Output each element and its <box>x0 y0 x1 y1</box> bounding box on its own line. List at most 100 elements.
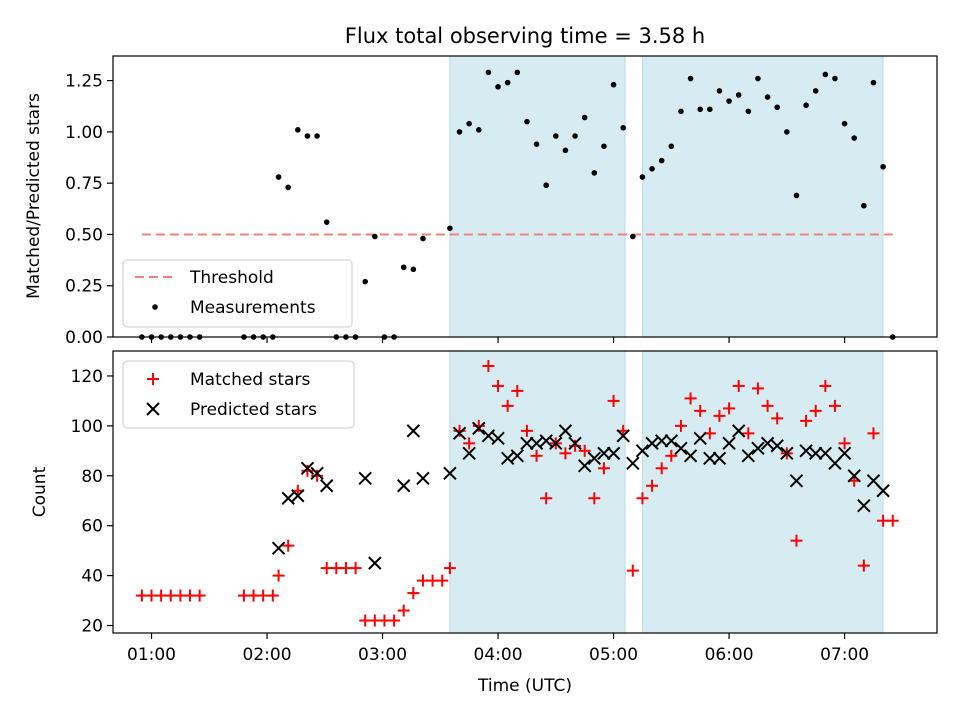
measurement-point <box>678 108 684 115</box>
x-axis-label: Time (UTC) <box>477 676 572 696</box>
predicted-star-point <box>300 461 315 475</box>
matched-star-point <box>540 492 553 505</box>
measurement-point <box>880 163 886 170</box>
measurement-point <box>764 94 771 100</box>
y-tick-label: 1.00 <box>65 123 103 143</box>
matched-star-point <box>501 399 514 412</box>
matched-star-point <box>828 399 841 412</box>
ratio-x-ticks <box>150 337 846 343</box>
matched-star-point <box>655 462 668 475</box>
predicted-star-point <box>587 451 602 466</box>
predicted-stars-legend-label: Predicted stars <box>190 400 317 420</box>
measurement-point <box>485 69 492 76</box>
predicted-star-point <box>291 489 305 503</box>
measurement-point <box>495 83 501 90</box>
matched-star-point <box>800 414 813 427</box>
y-tick-label: 80 <box>81 467 103 487</box>
observing-span <box>641 350 884 634</box>
matched-star-point <box>443 562 456 575</box>
measurement-point <box>543 182 549 189</box>
predicted-star-point <box>635 444 650 458</box>
predicted-star-point <box>558 424 573 438</box>
measurement-point <box>812 88 819 94</box>
matched-star-point <box>742 427 755 440</box>
measurement-point <box>697 106 703 113</box>
matched-stars-legend-swatch <box>147 373 159 385</box>
measurement-point <box>774 104 781 111</box>
matched-star-point <box>559 447 572 460</box>
measurements-legend-label: Measurements <box>190 298 316 318</box>
matched-star-point <box>684 392 697 405</box>
measurement-point <box>304 133 311 139</box>
matched-star-point <box>388 614 401 627</box>
measurement-point <box>420 235 426 242</box>
matched-star-point <box>886 514 899 527</box>
matched-star-point <box>790 534 803 547</box>
matched-star-point <box>272 569 285 582</box>
matched-star-point <box>472 419 485 432</box>
measurement-point <box>870 79 877 86</box>
measurement-point <box>861 202 867 209</box>
matched-star-point <box>349 562 362 575</box>
predicted-star-point <box>368 556 382 570</box>
matched-star-point <box>282 539 295 552</box>
chart-title: Flux total observing time = 3.58 h <box>345 24 705 48</box>
threshold-legend-label: Threshold <box>189 268 274 288</box>
x-tick-label: 07:00 <box>820 645 869 665</box>
predicted-star-point <box>616 429 630 443</box>
x-tick-label: 03:00 <box>358 645 407 665</box>
ratio-panel-frame <box>112 55 938 338</box>
predicted-star-point <box>539 434 553 448</box>
measurement-point <box>275 174 282 180</box>
measurement-point <box>514 69 521 76</box>
y-tick-label: 0.25 <box>65 277 103 297</box>
measurement-point <box>314 133 320 139</box>
measurement-point <box>639 174 646 180</box>
predicted-star-point <box>876 484 890 498</box>
predicted-star-point <box>751 441 765 456</box>
count-y-ticks: 20 40 60 80 100 120 <box>71 367 113 637</box>
matched-star-point <box>674 419 687 432</box>
measurement-point <box>553 133 559 139</box>
matched-star-point <box>407 587 420 600</box>
count-legend: Matched stars Predicted stars <box>122 360 355 429</box>
y-tick-label: 40 <box>81 567 103 587</box>
measurement-point <box>630 233 636 240</box>
measurement-point <box>400 264 407 271</box>
predicted-star-point <box>549 436 563 451</box>
predicted-star-point <box>847 469 861 483</box>
predicted-star-point <box>416 471 430 485</box>
matched-star-point <box>311 469 324 482</box>
y-tick-label: 120 <box>71 367 103 387</box>
measurement-point <box>504 79 511 86</box>
matched-star-point <box>867 427 880 440</box>
matched-star-point <box>397 604 410 617</box>
measurement-point <box>649 166 655 172</box>
matched-star-point <box>520 424 533 437</box>
measurement-point <box>851 135 858 141</box>
y-tick-label: 0.50 <box>65 225 103 245</box>
predicted-star-point <box>397 479 411 493</box>
measurement-point <box>295 127 301 133</box>
predicted-star-point <box>654 434 669 448</box>
matched-star-point <box>694 404 707 417</box>
count-panel-frame <box>112 350 938 634</box>
matched-star-point <box>809 404 822 417</box>
matched-star-point <box>569 439 582 452</box>
matched-star-point <box>492 379 505 392</box>
y-tick-label: 0.75 <box>65 174 103 194</box>
predicted-star-point <box>857 499 871 513</box>
predicted-star-point <box>597 446 611 461</box>
measurement-point <box>755 75 761 82</box>
matched-star-point <box>838 437 851 450</box>
measurement-point <box>372 233 378 240</box>
observing-spans <box>449 55 884 338</box>
y-tick-label: 0.00 <box>65 328 103 348</box>
predicted-star-point <box>645 436 659 451</box>
matched-star-point <box>732 379 745 392</box>
matched-star-point <box>301 464 314 477</box>
matched-star-point <box>436 574 449 587</box>
count-panel: 20 40 60 80 100 120 01:00 02:00 03:00 04:00 05:00… <box>30 350 938 696</box>
predicted-star-point <box>770 439 784 453</box>
